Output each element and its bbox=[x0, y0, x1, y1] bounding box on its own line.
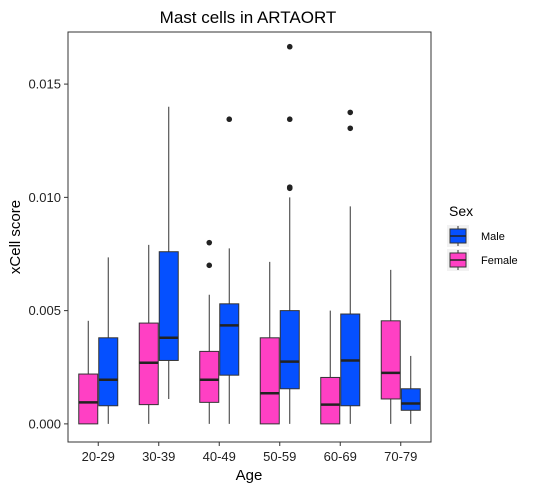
box-male-30-39 bbox=[158, 106, 179, 399]
box-female-30-39 bbox=[138, 244, 159, 424]
x-axis-title: Age bbox=[236, 467, 263, 484]
legend-key-male bbox=[447, 225, 469, 247]
y-tick-label: 0.010 bbox=[28, 190, 61, 205]
x-tick-label: 50-59 bbox=[263, 449, 296, 464]
box-female-40-49 bbox=[199, 239, 220, 424]
legend-label: Male bbox=[481, 231, 505, 243]
box-body bbox=[279, 310, 300, 390]
box-male-60-69 bbox=[340, 109, 361, 424]
outlier-point bbox=[206, 239, 213, 246]
box-male-40-49 bbox=[219, 116, 240, 424]
box-body bbox=[98, 337, 119, 407]
box-series bbox=[78, 43, 421, 425]
outlier-point bbox=[347, 125, 354, 132]
y-axis: 0.000 0.005 0.010 0.015 bbox=[28, 77, 68, 431]
box-male-50-59 bbox=[279, 43, 300, 424]
box-body bbox=[199, 350, 220, 403]
outlier-point bbox=[286, 43, 293, 50]
x-tick-label: 20-29 bbox=[82, 449, 115, 464]
outlier-point bbox=[347, 109, 354, 116]
box-female-70-79 bbox=[380, 269, 401, 424]
chart-title: Mast cells in ARTAORT bbox=[160, 8, 337, 27]
outlier-point bbox=[286, 184, 293, 190]
legend-title: Sex bbox=[449, 203, 473, 219]
box-body bbox=[320, 376, 341, 425]
box-male-70-79 bbox=[400, 355, 421, 424]
legend-label: Female bbox=[481, 255, 518, 267]
outlier-point bbox=[286, 116, 293, 123]
outlier-point bbox=[226, 116, 233, 123]
box-female-50-59 bbox=[259, 261, 280, 425]
box-male-20-29 bbox=[98, 257, 119, 424]
box-female-60-69 bbox=[320, 310, 341, 425]
plot-panel bbox=[67, 31, 432, 443]
y-tick-label: 0.005 bbox=[28, 303, 61, 318]
box-body bbox=[78, 373, 99, 425]
x-tick-label: 40-49 bbox=[203, 449, 236, 464]
x-tick-label: 70-79 bbox=[384, 449, 417, 464]
outlier-point bbox=[206, 262, 213, 269]
box-body bbox=[158, 251, 179, 361]
y-axis-title: xCell score bbox=[7, 200, 24, 274]
box-body bbox=[380, 320, 401, 400]
x-tick-label: 30-39 bbox=[142, 449, 175, 464]
x-tick-label: 60-69 bbox=[324, 449, 357, 464]
legend: Sex Male Female bbox=[447, 203, 518, 271]
box-body bbox=[259, 337, 280, 425]
box-body bbox=[400, 388, 421, 411]
x-axis: 20-29 30-39 40-49 50-59 60-69 70-79 bbox=[82, 442, 417, 464]
y-tick-label: 0.000 bbox=[28, 416, 61, 431]
legend-key-female bbox=[447, 249, 469, 271]
y-tick-label: 0.015 bbox=[28, 77, 61, 92]
box-female-20-29 bbox=[78, 320, 99, 425]
box-body bbox=[219, 303, 240, 376]
